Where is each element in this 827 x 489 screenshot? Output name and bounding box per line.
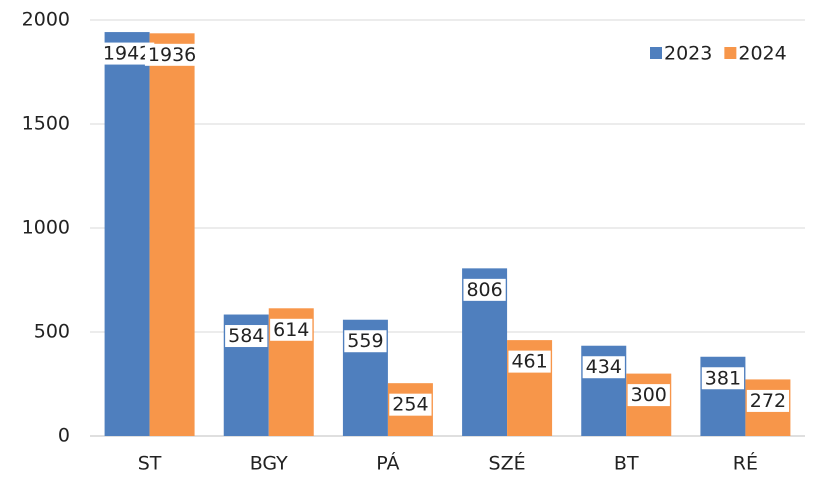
x-tick-label: SZÉ	[489, 452, 526, 475]
data-label-box	[344, 330, 387, 353]
bar	[149, 33, 195, 436]
y-tick-label: 1000	[22, 217, 70, 239]
data-label-box	[389, 393, 432, 416]
data-label-box	[746, 389, 790, 412]
legend-label: 2024	[738, 43, 786, 65]
data-label: 806	[466, 279, 502, 301]
y-tick-label: 0	[58, 425, 70, 447]
data-label-box	[627, 384, 670, 407]
legend-label: 2023	[664, 43, 712, 65]
x-tick-label: ST	[138, 453, 162, 475]
data-label-box	[99, 42, 155, 65]
data-label: 1936	[148, 44, 196, 66]
data-label-box	[270, 318, 313, 341]
data-label-box	[508, 350, 551, 373]
y-tick-label: 2000	[22, 9, 70, 31]
data-label: 300	[631, 384, 667, 406]
data-label-box	[582, 356, 625, 379]
legend-swatch	[650, 47, 662, 59]
y-tick-label: 1500	[22, 113, 70, 135]
x-tick-label: PÁ	[376, 452, 399, 475]
legend-swatch	[724, 47, 737, 59]
data-label: 461	[511, 351, 547, 373]
data-label: 272	[750, 390, 786, 412]
data-label: 614	[273, 319, 309, 341]
data-label: 559	[347, 330, 383, 352]
data-label: 584	[228, 325, 264, 347]
data-label-box	[225, 325, 268, 348]
data-label: 434	[586, 356, 622, 378]
data-label: 254	[392, 394, 428, 416]
data-label: 381	[705, 367, 741, 389]
data-label-box	[463, 278, 506, 301]
x-tick-label: BGY	[250, 453, 288, 475]
data-label: 1942	[103, 43, 151, 65]
y-tick-label: 500	[34, 321, 70, 343]
x-tick-label: BT	[614, 453, 639, 475]
bar	[104, 32, 150, 437]
data-label-box	[701, 367, 745, 390]
x-tick-label: RÉ	[733, 452, 758, 475]
data-label-box	[144, 43, 200, 66]
